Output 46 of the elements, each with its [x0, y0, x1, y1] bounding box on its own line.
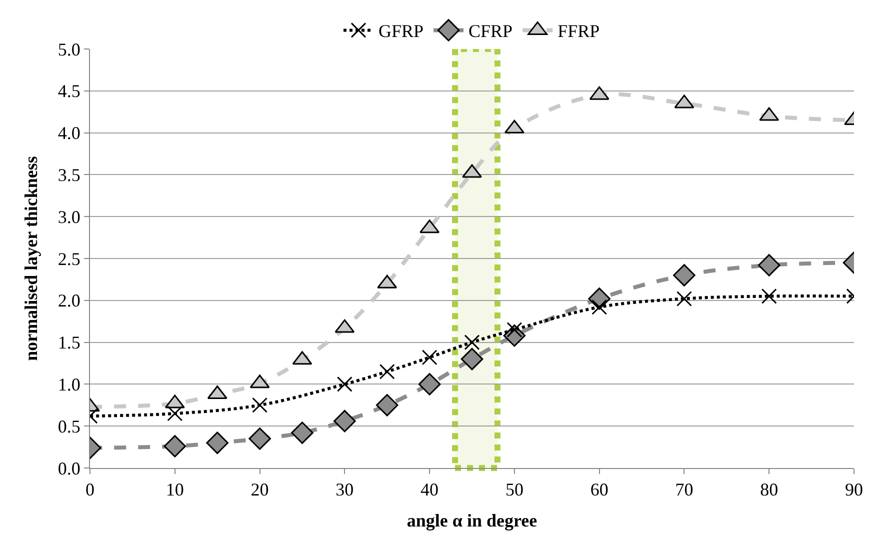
point: [462, 164, 482, 178]
legend-label: GFRP: [378, 21, 424, 42]
y-tick-label: 0.0: [58, 458, 80, 478]
x-tick-label: 90: [845, 480, 863, 500]
point: [592, 299, 608, 315]
point: [164, 435, 186, 458]
point: [336, 376, 352, 392]
legend-label: CFRP: [468, 21, 513, 42]
point: [334, 410, 356, 432]
y-tick-label: 2.0: [58, 290, 80, 311]
y-tick-label: 3.0: [58, 206, 80, 227]
y-tick-label: 5.0: [58, 39, 80, 60]
x-tick-label: 70: [675, 480, 694, 500]
point: [676, 290, 692, 306]
y-tick-label: 3.5: [58, 165, 80, 185]
y-tick-label: 2.5: [58, 248, 80, 269]
x-axis-title: angle α in degree: [406, 510, 538, 531]
x-tick-label: 30: [336, 480, 354, 500]
y-tick-label: 1.5: [58, 332, 80, 353]
point: [418, 373, 441, 396]
point: [758, 254, 780, 276]
point: [464, 334, 480, 350]
point: [291, 422, 314, 444]
y-tick-label: 0.5: [58, 416, 80, 436]
y-tick-label: 4.0: [58, 123, 80, 144]
x-tick-label: 50: [505, 480, 524, 500]
y-axis-title: normalised layer thickness: [21, 156, 42, 361]
legend-label: FFRP: [558, 21, 600, 42]
point: [422, 350, 438, 366]
point: [206, 432, 228, 454]
point: [252, 397, 268, 413]
y-tick-label: 4.5: [58, 81, 80, 102]
y-tick-label: 1.0: [58, 374, 80, 394]
x-tick-label: 40: [420, 480, 439, 500]
point: [379, 364, 395, 380]
x-tick-label: 10: [166, 480, 184, 500]
point: [376, 394, 398, 416]
x-tick-label: 0: [86, 480, 94, 500]
point: [460, 348, 484, 370]
x-tick-label: 20: [250, 480, 269, 500]
point: [167, 406, 183, 422]
point: [673, 264, 696, 286]
point: [761, 288, 777, 304]
x-tick-label: 60: [590, 480, 608, 500]
x-tick-label: 80: [760, 480, 778, 500]
point: [248, 428, 271, 450]
